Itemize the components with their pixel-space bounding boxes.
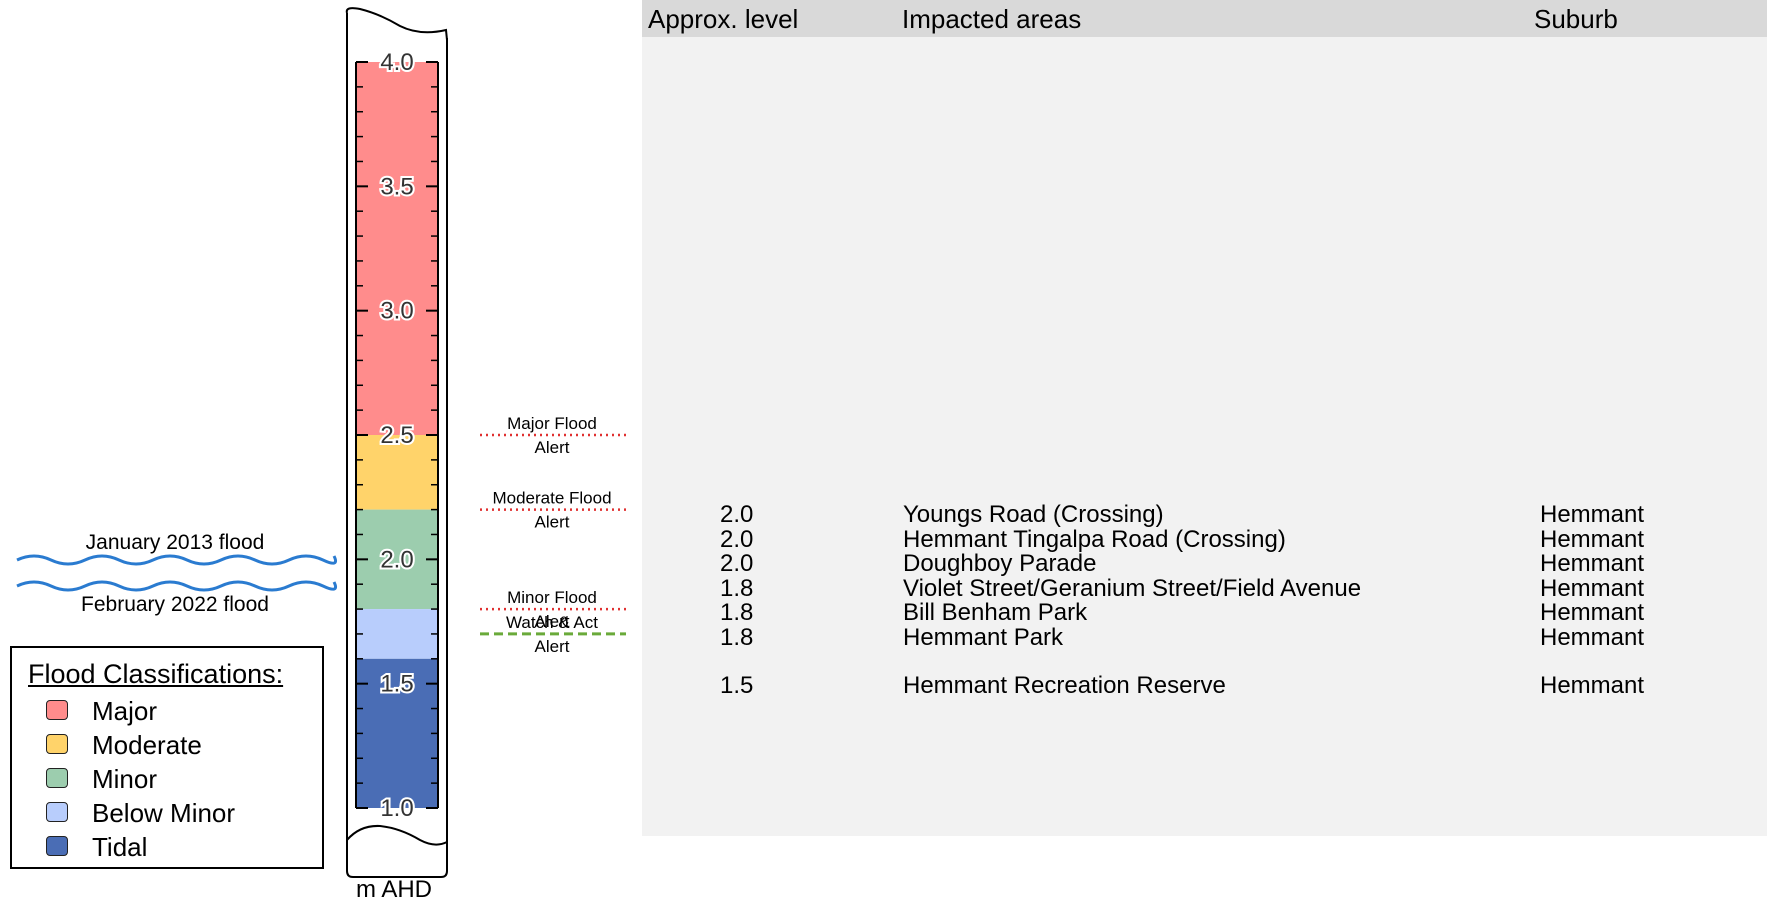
alert-sublabel-major-flood: Alert <box>535 438 570 457</box>
row-area: Youngs Road (Crossing) <box>903 501 1164 528</box>
tick-label: 1.0 <box>380 795 413 822</box>
legend-label-below-minor: Below Minor <box>92 798 236 828</box>
row-area: Hemmant Tingalpa Road (Crossing) <box>903 526 1286 553</box>
tick-label: 4.0 <box>380 49 413 76</box>
row-level: 1.8 <box>720 575 754 602</box>
tick-label: 3.0 <box>380 298 413 325</box>
wave-february-2022 <box>16 580 338 592</box>
table-row: 2.0 Doughboy Parade Hemmant <box>642 551 1767 576</box>
legend-swatch-major <box>46 700 68 720</box>
legend-label-major: Major <box>92 696 158 726</box>
historic-label-2013: January 2013 flood <box>86 531 265 554</box>
row-level: 1.8 <box>720 624 754 651</box>
row-suburb: Hemmant <box>1540 550 1645 577</box>
row-suburb: Hemmant <box>1540 501 1645 528</box>
header-approx-level: Approx. level <box>648 4 799 34</box>
legend-swatch-below-minor <box>46 802 68 822</box>
legend-label-minor: Minor <box>92 764 158 794</box>
row-level: 1.8 <box>720 599 754 626</box>
band-major <box>356 62 438 435</box>
alert-label-major-flood: Major Flood <box>507 414 597 433</box>
alert-label-minor-flood: Minor Flood <box>507 588 597 607</box>
impacted-areas-table: Approx. level Impacted areas Suburb 2.0 … <box>642 0 1767 836</box>
wave-january-2013 <box>16 554 338 566</box>
band-moderate <box>356 435 438 510</box>
legend-label-moderate: Moderate <box>92 730 202 760</box>
historic-label-2022: February 2022 flood <box>81 593 269 616</box>
row-suburb: Hemmant <box>1540 624 1645 651</box>
row-area: Hemmant Park <box>903 624 1064 651</box>
row-level: 1.5 <box>720 672 754 699</box>
row-suburb: Hemmant <box>1540 599 1645 626</box>
row-level: 2.0 <box>720 526 754 553</box>
legend-swatch-tidal <box>46 836 68 856</box>
table-row: 1.8 Hemmant Park Hemmant <box>642 625 1767 650</box>
tick-label: 1.5 <box>380 671 413 698</box>
gauge-unit-label: m AHD <box>356 876 432 901</box>
tick-label: 2.5 <box>380 422 413 449</box>
band-below-minor <box>356 609 438 659</box>
table-row: 1.8 Violet Street/Geranium Street/Field … <box>642 576 1767 601</box>
table-row: 1.8 Bill Benham Park Hemmant <box>642 600 1767 625</box>
flood-gauge-diagram: 4.0 3.5 3.0 2.5 2.0 1.5 1.0 Major Flood Alert Mo… <box>16 7 626 901</box>
row-area: Bill Benham Park <box>903 599 1088 626</box>
band-tidal <box>356 658 438 808</box>
table-header-row: Approx. level Impacted areas Suburb <box>642 0 1767 37</box>
row-level: 2.0 <box>720 501 754 528</box>
tick-label: 2.0 <box>380 546 413 573</box>
alert-label-watch-act: Watch & Act <box>506 613 598 632</box>
legend-swatch-minor <box>46 768 68 788</box>
row-suburb: Hemmant <box>1540 575 1645 602</box>
row-area: Doughboy Parade <box>903 550 1097 577</box>
alert-sublabel-moderate-flood: Alert <box>535 513 570 532</box>
header-impacted-areas: Impacted areas <box>902 4 1082 34</box>
legend-label-tidal: Tidal <box>92 832 148 862</box>
tick-label: 3.5 <box>380 173 413 200</box>
alert-sublabel-watch-act: Alert <box>535 637 570 656</box>
legend-swatch-moderate <box>46 734 68 754</box>
alert-sublabel-minor-flood: Alert <box>535 612 570 631</box>
legend-title: Flood Classifications: <box>28 659 284 689</box>
table-row: 1.5 Hemmant Recreation Reserve Hemmant <box>642 673 1767 698</box>
band-minor <box>356 509 438 610</box>
row-suburb: Hemmant <box>1540 526 1645 553</box>
row-level: 2.0 <box>720 550 754 577</box>
table-row: 2.0 Youngs Road (Crossing) Hemmant <box>642 502 1767 527</box>
row-area: Violet Street/Geranium Street/Field Aven… <box>903 575 1362 602</box>
alert-label-moderate-flood: Moderate Flood <box>492 489 611 508</box>
row-area: Hemmant Recreation Reserve <box>903 672 1226 699</box>
row-suburb: Hemmant <box>1540 672 1645 699</box>
header-suburb: Suburb <box>1534 4 1618 34</box>
flood-classification-legend: Flood Classifications: Major Moderate Mi… <box>10 646 324 869</box>
table-row: 2.0 Hemmant Tingalpa Road (Crossing) Hem… <box>642 527 1767 552</box>
